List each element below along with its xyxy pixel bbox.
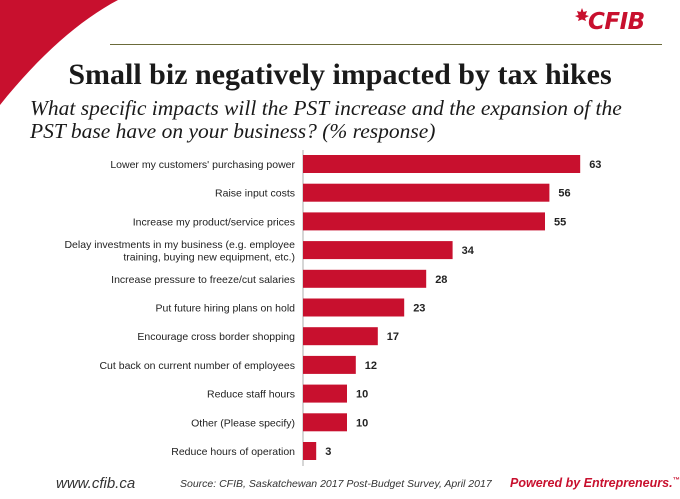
category-label-line: Raise input costs bbox=[215, 188, 295, 200]
category-label-line: Cut back on current number of employees bbox=[99, 360, 295, 372]
category-label-line: Other (Please specify) bbox=[191, 417, 295, 429]
category-label-line: Encourage cross border shopping bbox=[137, 331, 295, 343]
bar bbox=[303, 442, 317, 460]
bar-value-label: 34 bbox=[462, 245, 475, 257]
bar-value-label: 10 bbox=[356, 417, 368, 429]
category-label-line: Put future hiring plans on hold bbox=[155, 303, 295, 315]
category-label: Cut back on current number of employees bbox=[99, 360, 295, 372]
category-label-line: Reduce staff hours bbox=[207, 389, 295, 401]
category-label: Reduce staff hours bbox=[207, 389, 295, 401]
bar bbox=[303, 298, 405, 317]
bar-value-label: 63 bbox=[589, 159, 601, 171]
category-label-line: Increase pressure to freeze/cut salaries bbox=[111, 274, 295, 286]
bar bbox=[303, 269, 427, 288]
logo-text: CFIB bbox=[588, 9, 645, 35]
source-note: Source: CFIB, Saskatchewan 2017 Post-Bud… bbox=[180, 478, 492, 490]
bar-value-label: 28 bbox=[435, 274, 447, 286]
tagline-text: Powered by Entrepreneurs. bbox=[510, 476, 673, 490]
category-label-line: training, buying new equipment, etc.) bbox=[123, 251, 295, 263]
category-label-line: Increase my product/service prices bbox=[133, 216, 295, 228]
page-title: Small biz negatively impacted by tax hik… bbox=[68, 58, 612, 91]
category-label: Put future hiring plans on hold bbox=[155, 303, 295, 315]
header-rule bbox=[110, 44, 662, 45]
category-label: Encourage cross border shopping bbox=[137, 331, 295, 343]
category-label: Increase my product/service prices bbox=[133, 216, 295, 228]
category-label: Raise input costs bbox=[215, 188, 295, 200]
bar-value-label: 23 bbox=[413, 303, 425, 315]
bar-value-label: 3 bbox=[325, 446, 331, 458]
category-label: Increase pressure to freeze/cut salaries bbox=[111, 274, 295, 286]
corner-swoosh-decoration bbox=[0, 0, 118, 105]
bar bbox=[303, 413, 347, 432]
tagline-trademark: ™ bbox=[672, 476, 680, 484]
bar-value-label: 17 bbox=[387, 331, 399, 343]
category-label: Delay investments in my business (e.g. e… bbox=[64, 239, 295, 264]
category-label: Other (Please specify) bbox=[191, 417, 295, 429]
maple-leaf-icon bbox=[575, 8, 589, 21]
bar bbox=[303, 212, 545, 231]
bar-chart: 63 Lower my customers' purchasing power 56… bbox=[64, 150, 601, 466]
category-label-line: Reduce hours of operation bbox=[171, 446, 295, 458]
bar-value-label: 55 bbox=[554, 216, 566, 228]
cfib-logo: CFIB bbox=[575, 6, 664, 38]
bar-value-label: 12 bbox=[365, 360, 377, 372]
bar bbox=[303, 384, 347, 403]
tagline: Powered by Entrepreneurs.™ bbox=[510, 476, 680, 490]
bar bbox=[303, 355, 356, 374]
bar bbox=[303, 183, 550, 202]
category-label: Reduce hours of operation bbox=[171, 446, 295, 458]
page-subtitle: What specific impacts will the PST incre… bbox=[30, 96, 622, 143]
bar bbox=[303, 155, 581, 173]
category-label-line: Delay investments in my business (e.g. e… bbox=[64, 239, 295, 251]
bar-value-label: 10 bbox=[356, 389, 368, 401]
bar bbox=[303, 241, 453, 260]
category-label: Lower my customers' purchasing power bbox=[110, 159, 295, 171]
website-link[interactable]: www.cfib.ca bbox=[56, 475, 136, 492]
bar-value-label: 56 bbox=[558, 188, 570, 200]
bar bbox=[303, 327, 378, 346]
category-label-line: Lower my customers' purchasing power bbox=[110, 159, 295, 171]
